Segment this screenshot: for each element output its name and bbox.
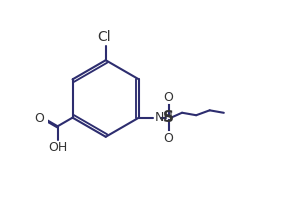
Text: OH: OH (48, 141, 67, 154)
Text: S: S (163, 110, 174, 125)
Text: NH: NH (155, 111, 174, 124)
Text: O: O (164, 132, 173, 145)
Text: Cl: Cl (97, 30, 111, 44)
Text: O: O (164, 91, 173, 104)
Text: O: O (34, 112, 44, 125)
